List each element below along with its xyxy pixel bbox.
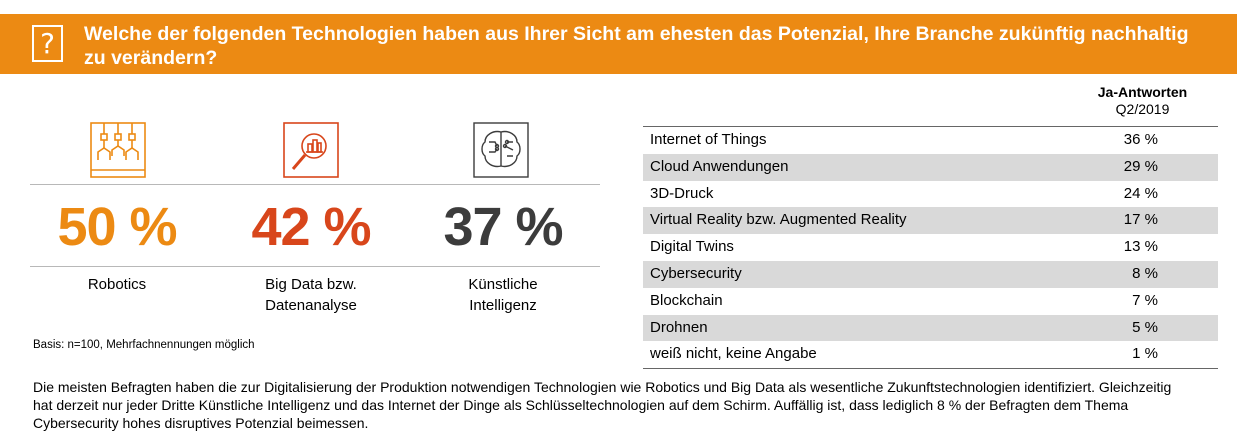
robotics-label: Robotics	[87, 276, 147, 293]
table-row-label: weiß nicht, keine Angabe	[650, 345, 817, 363]
table-row: Digital Twins 13 %	[643, 234, 1218, 261]
table-row-value: 8 %	[1132, 264, 1158, 282]
table-row-value: 1 %	[1132, 345, 1158, 363]
bigdata-percentage: 42 %	[251, 197, 371, 257]
table-row-value: 13 %	[1123, 238, 1158, 256]
ai-label: Künstliche Intelligenz	[468, 276, 538, 314]
bigdata-label: Big Data bzw. Datenanalyse	[265, 276, 357, 314]
divider-top	[30, 184, 600, 185]
table-row-label: Internet of Things	[650, 131, 767, 148]
table-column-header: Ja-Antworten Q2/2019	[1097, 84, 1188, 117]
table-row-value: 29 %	[1123, 157, 1158, 175]
robotics-icon	[90, 122, 146, 178]
table-row-value: 24 %	[1123, 184, 1158, 202]
table-row-value: 5 %	[1132, 318, 1158, 336]
divider-bottom	[30, 266, 600, 267]
table-row: Virtual Reality bzw. Augmented Reality 17…	[643, 207, 1218, 235]
table-row-label: Digital Twins	[650, 238, 734, 256]
basis-note: Basis: n=100, Mehrfachnennungen möglich	[33, 339, 255, 351]
table-row: 3D-Druck 24 %	[643, 181, 1218, 208]
table-row-label: Blockchain	[650, 291, 723, 309]
ai-percentage: 37 %	[443, 197, 563, 257]
robotics-percentage: 50 %	[57, 197, 177, 257]
magnifier-chart-icon	[283, 122, 339, 178]
table-row: Cloud Anwendungen 29 %	[643, 153, 1218, 181]
summary-text: Die meisten Befragten haben die zur Digi…	[33, 379, 1172, 431]
technology-table: Internet of Things 36 % Cloud Anwendungen 2…	[643, 126, 1218, 370]
table-row: weiß nicht, keine Angabe 1 %	[643, 341, 1218, 368]
table-row-label: Virtual Reality bzw. Augmented Reality	[650, 211, 907, 229]
table-row: Drohnen 5 %	[643, 314, 1218, 342]
brain-circuit-icon	[473, 122, 529, 178]
table-row-label: 3D-Druck	[650, 184, 714, 202]
table-row: Internet of Things 36 %	[643, 127, 1218, 154]
question-title: Welche der folgenden Technologien haben …	[84, 23, 1189, 69]
table-row-label: Cloud Anwendungen	[650, 157, 789, 175]
table-row-value: 17 %	[1123, 211, 1158, 229]
table-row: Cybersecurity 8 %	[643, 260, 1218, 288]
question-mark-icon: ?	[32, 25, 63, 62]
table-row: Blockchain 7 %	[643, 288, 1218, 315]
table-row-label: Drohnen	[650, 318, 708, 336]
table-row-value: 36 %	[1123, 131, 1158, 148]
table-row-label: Cybersecurity	[650, 264, 742, 282]
question-banner: ? Welche der folgenden Technologien habe…	[0, 14, 1237, 74]
table-row-value: 7 %	[1132, 291, 1158, 309]
